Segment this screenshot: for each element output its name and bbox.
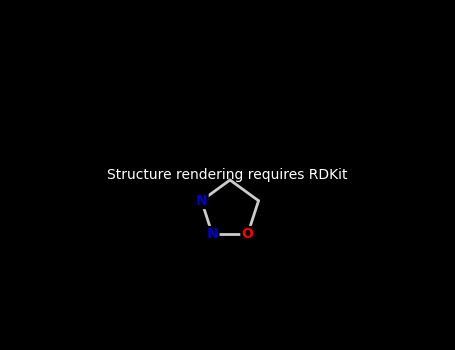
Text: O: O xyxy=(242,227,253,241)
Text: Structure rendering requires RDKit: Structure rendering requires RDKit xyxy=(107,168,348,182)
Text: N: N xyxy=(196,194,207,208)
Text: N: N xyxy=(207,227,218,241)
